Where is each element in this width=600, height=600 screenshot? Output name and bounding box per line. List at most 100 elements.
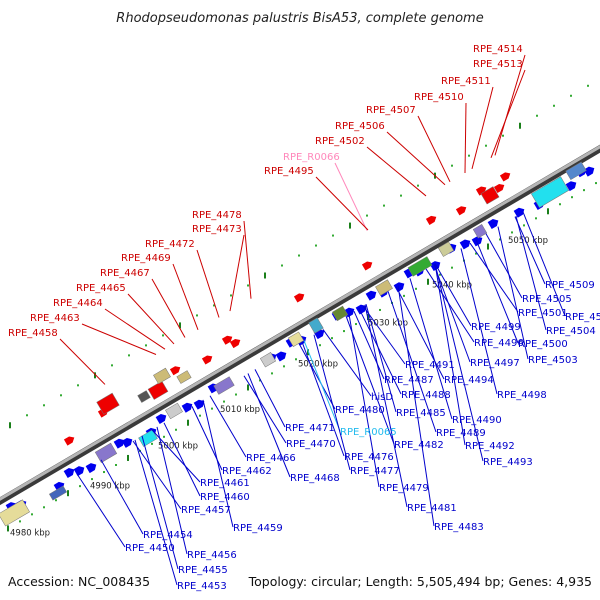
label-connector	[313, 334, 351, 471]
gene-label-rpe_4490: RPE_4490	[452, 415, 502, 426]
gene-label-rpe_4495: RPE_4495	[264, 166, 314, 177]
gene-label-rpe_4471: RPE_4471	[285, 423, 335, 434]
track-dot	[271, 372, 273, 375]
gene-label-rpe_4483: RPE_4483	[434, 522, 484, 533]
gene-label-rpe_r0065: RPE_R0065	[340, 427, 397, 438]
label-connector	[243, 220, 252, 299]
label-connector	[515, 215, 547, 331]
gene-label-rpe_4456: RPE_4456	[187, 550, 237, 561]
label-connector	[141, 435, 179, 570]
gene-label-rpe_4461: RPE_4461	[200, 478, 250, 489]
gene-label-rpe_4464: RPE_4464	[53, 298, 103, 309]
feature-track	[0, 161, 595, 527]
reverse-gene	[229, 338, 241, 349]
cds-box	[287, 331, 305, 347]
reverse-gene	[493, 183, 505, 194]
gene-label-rpe_4466: RPE_4466	[246, 453, 296, 464]
gene-label-rpe_4476: RPE_4476	[344, 452, 394, 463]
track-dot	[187, 419, 189, 426]
reverse-gene	[201, 355, 213, 365]
label-connector	[163, 422, 201, 497]
label-connector	[59, 338, 106, 385]
track-dot	[162, 334, 164, 337]
accession-text: Accession: NC_008435	[8, 574, 150, 589]
label-connector	[522, 211, 566, 317]
track-dot	[264, 272, 266, 279]
scale-label: 5000 kbp	[158, 442, 198, 452]
cds-box	[153, 367, 171, 385]
cds-box	[407, 256, 433, 277]
gene-label-rpe_4510: RPE_4510	[414, 92, 464, 103]
label-connector	[417, 115, 451, 183]
gene-label-rpe_4457: RPE_4457	[181, 505, 231, 516]
track-dot	[223, 400, 225, 403]
track-dot	[595, 182, 597, 185]
gene-label-rpe_4462: RPE_4462	[222, 466, 272, 477]
cds-box	[480, 186, 500, 205]
forward-gene	[121, 437, 133, 448]
label-connector	[490, 69, 526, 158]
label-connector	[156, 426, 188, 555]
connector-lines	[59, 54, 566, 586]
label-connector	[229, 234, 245, 312]
track-dot	[547, 208, 549, 215]
gene-label-rpe_4465: RPE_4465	[76, 283, 126, 294]
forward-gene	[181, 402, 193, 413]
label-connector	[247, 373, 291, 478]
track-dot	[163, 435, 165, 438]
label-connector	[464, 102, 467, 174]
gene-label-rpe_4481: RPE_4481	[407, 503, 457, 514]
label-connector	[397, 285, 435, 527]
label-connector	[303, 340, 341, 432]
gene-label-rpe_4469: RPE_4469	[121, 253, 171, 264]
gene-label-rpe_4479: RPE_4479	[379, 483, 429, 494]
gene-label-rpe_4493: RPE_4493	[483, 457, 533, 468]
track-dot	[331, 337, 333, 340]
track-dot	[451, 164, 453, 167]
label-connector	[469, 242, 519, 313]
gene-label-rpe_r0066: RPE_R0066	[283, 152, 340, 163]
gene-label-rpe_4513: RPE_4513	[473, 59, 523, 70]
label-connector	[254, 369, 286, 428]
gene-label-rpe_4505: RPE_4505	[522, 294, 572, 305]
track-dot	[355, 323, 357, 326]
track-dot	[60, 394, 62, 397]
track-dot	[196, 314, 198, 317]
forward-gene	[393, 282, 405, 293]
track-dot	[499, 238, 501, 241]
track-dot	[511, 231, 513, 234]
track-dot	[485, 144, 487, 147]
track-dot	[315, 244, 317, 247]
gene-label-rpe_4509: RPE_4509	[545, 280, 595, 291]
track-dot	[415, 287, 417, 290]
label-connector	[485, 233, 523, 299]
gene-labels: RPE_4514 RPE_4513 RPE_4511 RPE_4510 RPE_4507…	[8, 44, 600, 592]
label-connector	[151, 278, 186, 338]
track-dot	[553, 104, 555, 107]
label-connector	[365, 304, 397, 413]
forward-gene	[155, 414, 167, 424]
track-dot	[111, 364, 113, 367]
label-connector	[134, 439, 178, 586]
reverse-gene	[425, 215, 437, 225]
cds-box	[259, 352, 277, 368]
forward-gene	[583, 166, 595, 177]
track-dot	[468, 154, 470, 157]
cds-box	[94, 442, 118, 463]
track-dot	[175, 428, 177, 431]
scale-label: 5010 kbp	[220, 405, 260, 415]
gene-label-rpe_4472: RPE_4472	[145, 239, 195, 250]
gene-label-rpe_4454: RPE_4454	[143, 530, 193, 541]
gene-label-rpe_4494: RPE_4494	[444, 375, 494, 386]
gene-label-rpe_4468: RPE_4468	[290, 473, 340, 484]
label-connector	[172, 263, 199, 331]
track-dot	[128, 354, 130, 357]
gene-label-rpe_4460: RPE_4460	[200, 492, 250, 503]
track-dot	[343, 330, 345, 333]
track-dot	[31, 513, 33, 516]
gene-label-rpe_4506: RPE_4506	[335, 121, 385, 132]
cds-box	[0, 499, 30, 527]
label-connector	[196, 249, 220, 318]
label-connector	[409, 278, 453, 420]
